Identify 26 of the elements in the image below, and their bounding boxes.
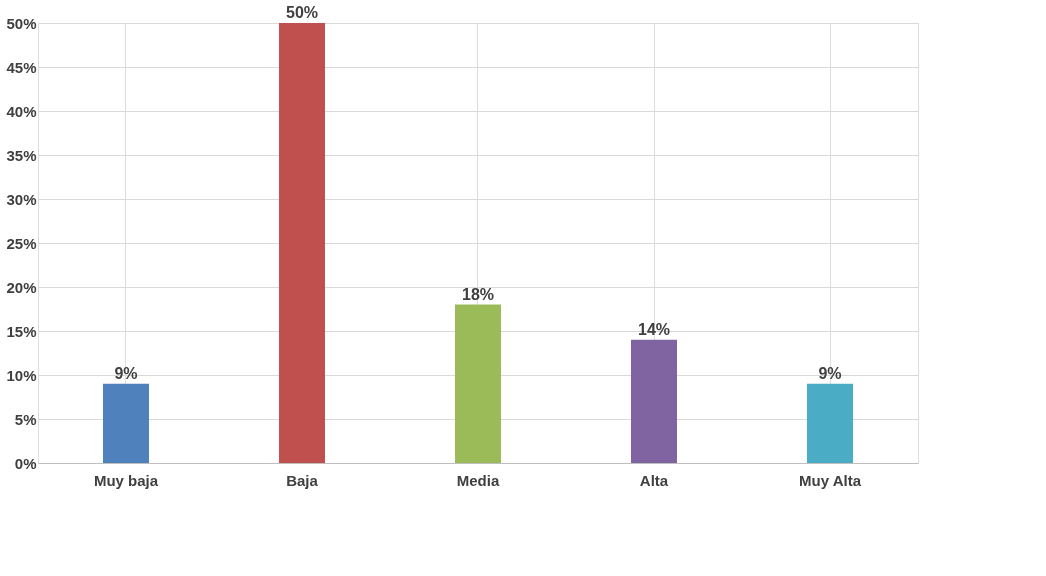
y-tick-label: 30%	[6, 190, 37, 208]
y-tick-label: 20%	[6, 278, 37, 296]
data-label: 14%	[637, 320, 671, 338]
y-tick-label: 40%	[6, 102, 37, 120]
data-label: 18%	[461, 285, 495, 303]
y-tick-label: 50%	[6, 14, 37, 32]
bar	[103, 383, 149, 463]
x-tick-label: Alta	[639, 471, 669, 489]
x-tick-label: Media	[456, 471, 500, 489]
y-tick-label: 10%	[6, 366, 37, 384]
bar	[631, 339, 677, 463]
y-tick-label: 45%	[6, 58, 37, 76]
y-tick-label: 15%	[6, 322, 37, 340]
x-tick-label: Muy baja	[93, 471, 159, 489]
bar	[279, 23, 325, 463]
data-label: 50%	[285, 4, 319, 21]
data-label: 9%	[114, 364, 138, 382]
x-tick-label: Baja	[286, 471, 319, 489]
y-tick-label: 25%	[6, 234, 37, 252]
data-label: 9%	[818, 364, 842, 382]
y-tick-label: 5%	[14, 410, 37, 428]
bar	[455, 304, 501, 463]
bar	[807, 383, 853, 463]
y-tick-label: 0%	[14, 454, 37, 472]
x-tick-label: Muy Alta	[799, 471, 862, 489]
y-tick-label: 35%	[6, 146, 37, 164]
